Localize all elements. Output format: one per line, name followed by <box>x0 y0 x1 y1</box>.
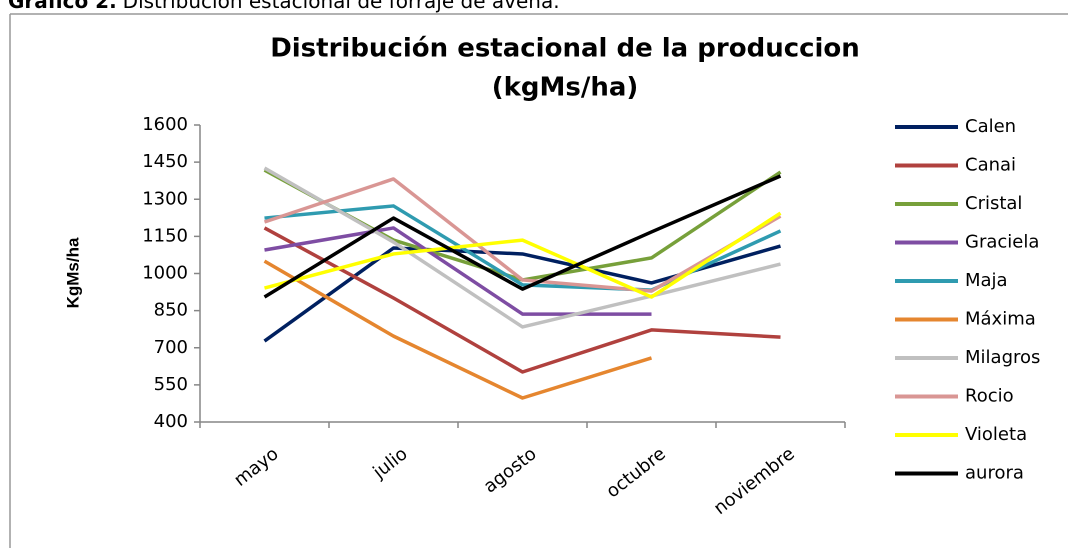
chart-title: Distribución estacional de la produccion <box>270 34 860 64</box>
x-tick-label: noviembre <box>710 443 799 519</box>
x-tick-label: octubre <box>602 443 669 502</box>
y-tick-label: 700 <box>154 337 188 358</box>
legend-label: aurora <box>965 463 1024 484</box>
y-tick-label: 1600 <box>142 114 188 135</box>
y-tick-label: 1150 <box>142 225 188 246</box>
series-line <box>263 226 781 374</box>
caption: Gráfico 2. Distribución estacional de for… <box>8 0 560 13</box>
series-line <box>263 166 781 329</box>
x-tick-label: mayo <box>230 443 283 490</box>
y-tick-label: 550 <box>154 374 188 395</box>
legend-label: Graciela <box>965 232 1039 253</box>
x-tick-label: agosto <box>480 443 541 497</box>
x-tick-label: julio <box>368 443 411 483</box>
y-tick-label: 850 <box>154 300 188 321</box>
legend-label: Canai <box>965 155 1016 176</box>
y-axis-label: KgMs/ha <box>63 237 82 308</box>
series-line <box>264 211 782 299</box>
y-tick-label: 1000 <box>142 263 188 284</box>
series-line <box>264 226 652 316</box>
series-line <box>263 259 653 400</box>
series-line <box>263 174 782 299</box>
series-line <box>263 177 782 293</box>
caption-label: Gráfico 2. <box>8 0 117 13</box>
y-tick-label: 1450 <box>142 151 188 172</box>
y-tick-label: 1300 <box>142 188 188 209</box>
legend-label: Máxima <box>965 309 1036 330</box>
legend-label: Rocio <box>965 386 1014 407</box>
y-tick-label: 400 <box>154 411 188 432</box>
chart-title: (kgMs/ha) <box>492 73 639 103</box>
caption-text: Distribución estacional de forraje de av… <box>123 0 560 13</box>
legend-label: Milagros <box>965 347 1040 368</box>
legend-label: Calen <box>965 116 1016 137</box>
legend-label: Violeta <box>965 424 1027 445</box>
legend-label: Maja <box>965 270 1008 291</box>
legend-label: Cristal <box>965 193 1022 214</box>
